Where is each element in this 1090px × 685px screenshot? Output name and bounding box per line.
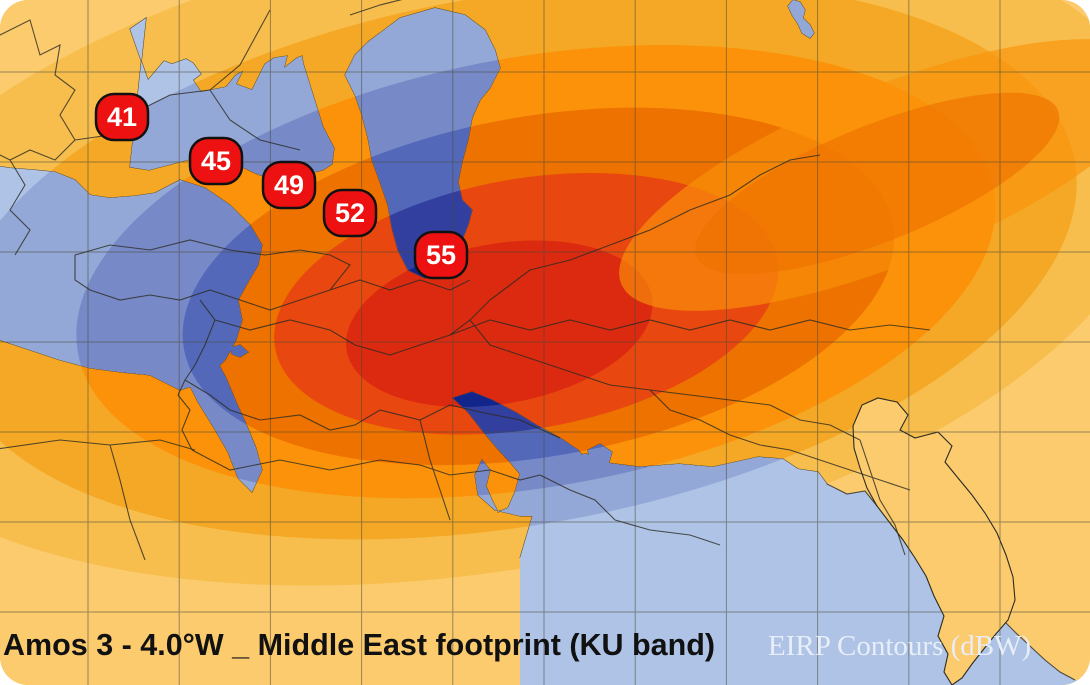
svg-text:55: 55 <box>426 240 456 270</box>
svg-text:EIRP Contours (dBW): EIRP Contours (dBW) <box>768 630 1031 662</box>
svg-text:41: 41 <box>107 102 137 132</box>
svg-text:Amos 3 - 4.0°W _ Middle East f: Amos 3 - 4.0°W _ Middle East footprint (… <box>3 628 715 662</box>
svg-text:45: 45 <box>201 146 231 176</box>
svg-text:49: 49 <box>274 170 304 200</box>
svg-text:52: 52 <box>335 198 365 228</box>
